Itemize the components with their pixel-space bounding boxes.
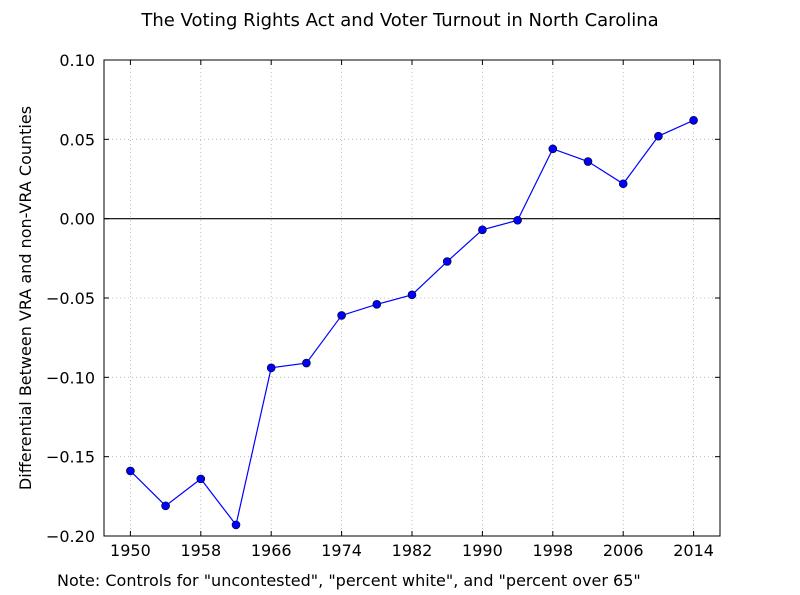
data-point bbox=[513, 215, 522, 225]
data-point bbox=[231, 520, 241, 530]
y-tick-label: 0.05 bbox=[59, 130, 95, 149]
data-point bbox=[302, 358, 311, 368]
data-point bbox=[337, 311, 346, 320]
x-tick-label: 2006 bbox=[603, 541, 644, 560]
x-tick-label: 1998 bbox=[532, 541, 573, 560]
x-tick-label: 1950 bbox=[110, 541, 151, 560]
y-tick-label: 0.10 bbox=[59, 51, 95, 70]
data-point bbox=[689, 115, 698, 125]
x-tick-label: 1966 bbox=[251, 541, 292, 560]
data-point bbox=[654, 131, 663, 141]
axis-ticks: 1950 1958 1966 1974 1982 1990 1998 2006 2014 −0.2… bbox=[46, 51, 720, 560]
data-point bbox=[583, 157, 593, 166]
data-point bbox=[372, 300, 382, 309]
chart-title: The Voting Rights Act and Voter Turnout … bbox=[140, 10, 658, 31]
data-point bbox=[548, 144, 558, 154]
y-axis-label: Differential Between VRA and non-VRA Cou… bbox=[16, 106, 35, 490]
data-point bbox=[196, 474, 206, 484]
y-tick-label: −0.15 bbox=[46, 448, 95, 467]
series-group bbox=[126, 115, 698, 530]
footnote: Note: Controls for "uncontested", "perce… bbox=[57, 571, 641, 590]
y-tick-label: −0.10 bbox=[46, 368, 95, 387]
x-tick-label: 1974 bbox=[321, 541, 362, 560]
data-point bbox=[442, 257, 452, 266]
x-tick-label: 2014 bbox=[673, 541, 714, 560]
data-point bbox=[266, 363, 276, 373]
y-tick-label: −0.05 bbox=[46, 289, 95, 308]
data-point bbox=[161, 501, 170, 511]
data-point bbox=[126, 466, 135, 476]
data-point bbox=[407, 290, 417, 300]
y-tick-label: −0.20 bbox=[46, 527, 95, 546]
x-tick-label: 1990 bbox=[462, 541, 503, 560]
data-point bbox=[618, 179, 628, 189]
x-tick-label: 1958 bbox=[180, 541, 221, 560]
x-tick-label: 1982 bbox=[392, 541, 433, 560]
y-tick-label: 0.00 bbox=[59, 210, 95, 229]
data-point bbox=[478, 225, 487, 235]
